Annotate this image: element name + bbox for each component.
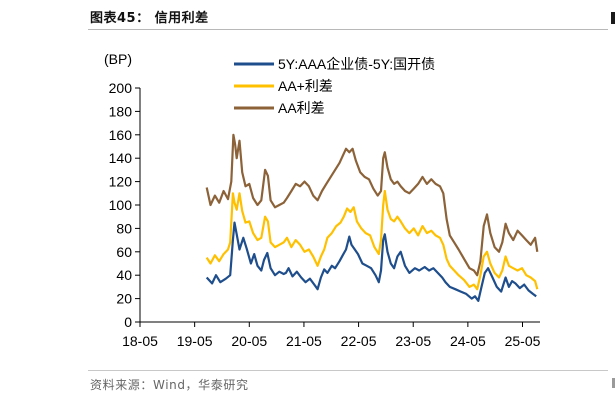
- y-tick-label: 80: [116, 220, 132, 236]
- series-line-1: [205, 189, 539, 291]
- y-tick-label: 200: [109, 80, 133, 96]
- y-axis-unit-label: (BP): [104, 51, 132, 67]
- legend-label-1: AA+利差: [278, 78, 333, 94]
- figure-title: 图表45： 信用利差: [90, 11, 209, 26]
- y-tick-label: 180: [109, 103, 133, 119]
- x-tick-label: 19-05: [177, 333, 213, 349]
- y-tick-label: 0: [124, 314, 132, 330]
- axes-group: 0 20 40 60 80 100 120 140 160 180 200 18-05 19-05 20-…: [109, 80, 541, 349]
- x-tick-label: 24-05: [450, 333, 486, 349]
- series-line-0: [205, 221, 537, 302]
- y-tick-label: 160: [109, 127, 133, 143]
- y-tick-label: 40: [116, 267, 132, 283]
- x-tick-label: 25-05: [505, 333, 541, 349]
- y-tick-label: 140: [109, 150, 133, 166]
- series-group: [205, 133, 539, 302]
- adjacent-column-edge-bottom: [612, 378, 615, 388]
- x-tick-label: 23-05: [395, 333, 431, 349]
- source-note: 资料来源：Wind，华泰研究: [90, 378, 249, 392]
- x-tick-label: 22-05: [341, 333, 377, 349]
- series-line-2: [205, 133, 539, 277]
- title-divider: [88, 29, 608, 30]
- source-divider: [88, 370, 608, 371]
- legend-label-2: AA利差: [278, 100, 325, 116]
- x-tick-label: 21-05: [286, 333, 322, 349]
- legend: 5Y:AAA企业债-5Y:国开债 AA+利差 AA利差: [234, 56, 435, 116]
- y-tick-label: 60: [116, 244, 132, 260]
- y-tick-label: 100: [109, 197, 133, 213]
- adjacent-column-edge: [611, 12, 615, 24]
- x-tick-label: 20-05: [231, 333, 267, 349]
- y-tick-label: 120: [109, 174, 133, 190]
- x-tick-label: 18-05: [122, 333, 158, 349]
- legend-label-0: 5Y:AAA企业债-5Y:国开债: [278, 56, 435, 72]
- y-tick-label: 20: [116, 291, 132, 307]
- credit-spread-chart: (BP) 0 20 40 60 80 100 120 140 160 180 200 18-05 19-…: [104, 51, 541, 349]
